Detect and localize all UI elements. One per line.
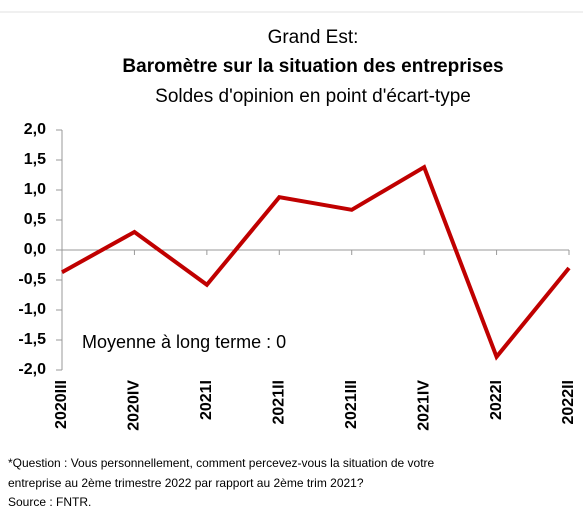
x-tick-label: 2022II [560, 380, 577, 424]
x-tick-label: 2021IV [415, 380, 432, 431]
y-tick-label: 2,0 [24, 121, 46, 138]
chart-subtitle: Soldes d'opinion en point d'écart-type [155, 86, 471, 107]
footnote: entreprise au 2ème trimestre 2022 par ra… [8, 476, 364, 490]
x-tick-label: 2020IV [126, 380, 143, 431]
y-tick-label: 0,0 [24, 241, 46, 258]
footnote: Source : FNTR. [8, 495, 91, 508]
x-tick-label: 2021III [343, 380, 360, 429]
y-tick-label: -1,5 [18, 331, 46, 348]
y-tick-label: -0,5 [18, 271, 46, 288]
y-tick-label: 1,5 [24, 151, 46, 168]
x-tick-label: 2022I [488, 380, 505, 420]
chart-title: Grand Est: [268, 27, 359, 48]
x-tick-label: 2021II [271, 380, 288, 424]
y-tick-label: -2,0 [18, 361, 46, 378]
y-tick-label: 1,0 [24, 181, 46, 198]
data-line [61, 164, 571, 361]
y-tick-label: 0,5 [24, 211, 46, 228]
x-tick-label: 2021I [198, 380, 215, 420]
y-tick-label: -1,0 [18, 301, 46, 318]
chart-subtitle: Baromètre sur la situation des entrepris… [122, 56, 503, 77]
footnote: *Question : Vous personnellement, commen… [8, 456, 435, 470]
annotation: Moyenne à long terme : 0 [82, 332, 286, 352]
x-tick-label: 2020III [53, 380, 70, 429]
